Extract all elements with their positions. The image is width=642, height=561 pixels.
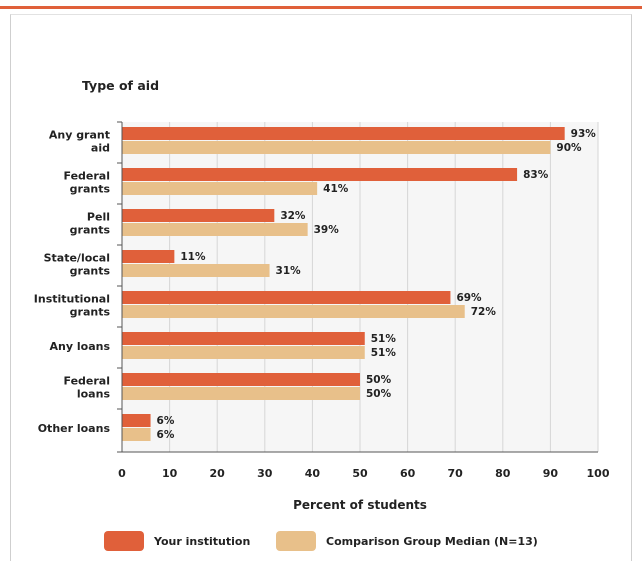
x-tick-label: 100 [587,467,610,480]
x-tick-label: 50 [352,467,368,480]
bar [122,373,360,386]
x-tick-label: 60 [400,467,416,480]
category-label: grants [70,183,111,196]
bar [122,414,151,427]
bar [122,346,365,359]
bar [122,332,365,345]
bar [122,305,465,318]
category-label: grants [70,224,111,237]
bar [122,127,565,140]
bars: 93% 90% 83% 41% 32% 39% 11% 31% 69% 72% 51% 51% 50% 5… [122,127,596,441]
data-label: 50% [366,388,392,400]
data-label: 31% [276,265,302,277]
bar [122,168,518,181]
category-label: grants [70,306,111,319]
bar [122,223,308,236]
x-tick-label: 40 [305,467,321,480]
x-tick-label: 80 [495,467,511,480]
category-label: Any grant [49,129,110,142]
chart-frame [10,14,632,561]
category-label: grants [70,265,111,278]
x-axis-label: Percent of students [293,498,427,512]
data-label: 72% [471,306,497,318]
data-label: 93% [571,128,597,140]
data-label: 32% [280,210,306,222]
legend-label: Comparison Group Median (N=13) [326,535,538,548]
data-label: 51% [371,347,397,359]
legend: Your institution Comparison Group Median … [104,531,538,551]
data-label: 51% [371,333,397,345]
data-label: 90% [556,142,582,154]
x-tick-label: 10 [162,467,178,480]
data-label: 6% [157,415,175,427]
axes: 0 10 20 30 40 50 60 70 80 90 100 [117,121,610,480]
bar [122,182,318,195]
bar [122,141,551,154]
x-tick-label: 70 [448,467,464,480]
bar [122,250,175,263]
data-label: 50% [366,374,392,386]
category-label: loans [77,388,111,401]
legend-swatch [276,531,316,551]
category-label: Any loans [50,340,111,353]
data-label: 69% [456,292,482,304]
x-tick-label: 20 [210,467,226,480]
category-label: Pell [87,211,110,224]
category-label: Federal [64,375,110,388]
x-tick-label: 30 [257,467,273,480]
x-tick-label: 90 [543,467,559,480]
data-label: 39% [314,224,340,236]
x-tick-label: 0 [118,467,126,480]
data-label: 83% [523,169,549,181]
category-label: aid [91,142,110,155]
data-label: 41% [323,183,349,195]
bar [122,387,360,400]
chart-title: Type of aid [82,78,159,93]
bar [122,291,451,304]
category-labels: Any grantaidFederalgrantsPellgrantsState… [34,129,111,436]
top-accent-rule [0,6,642,9]
category-label: State/local [44,252,110,265]
category-label: Institutional [34,293,110,306]
category-label: Other loans [38,422,111,435]
legend-swatch [104,531,144,551]
bar [122,264,270,277]
bar [122,428,151,441]
category-label: Federal [64,170,110,183]
bar [122,209,275,222]
data-label: 11% [180,251,206,263]
legend-label: Your institution [153,535,250,548]
data-label: 6% [157,429,175,441]
